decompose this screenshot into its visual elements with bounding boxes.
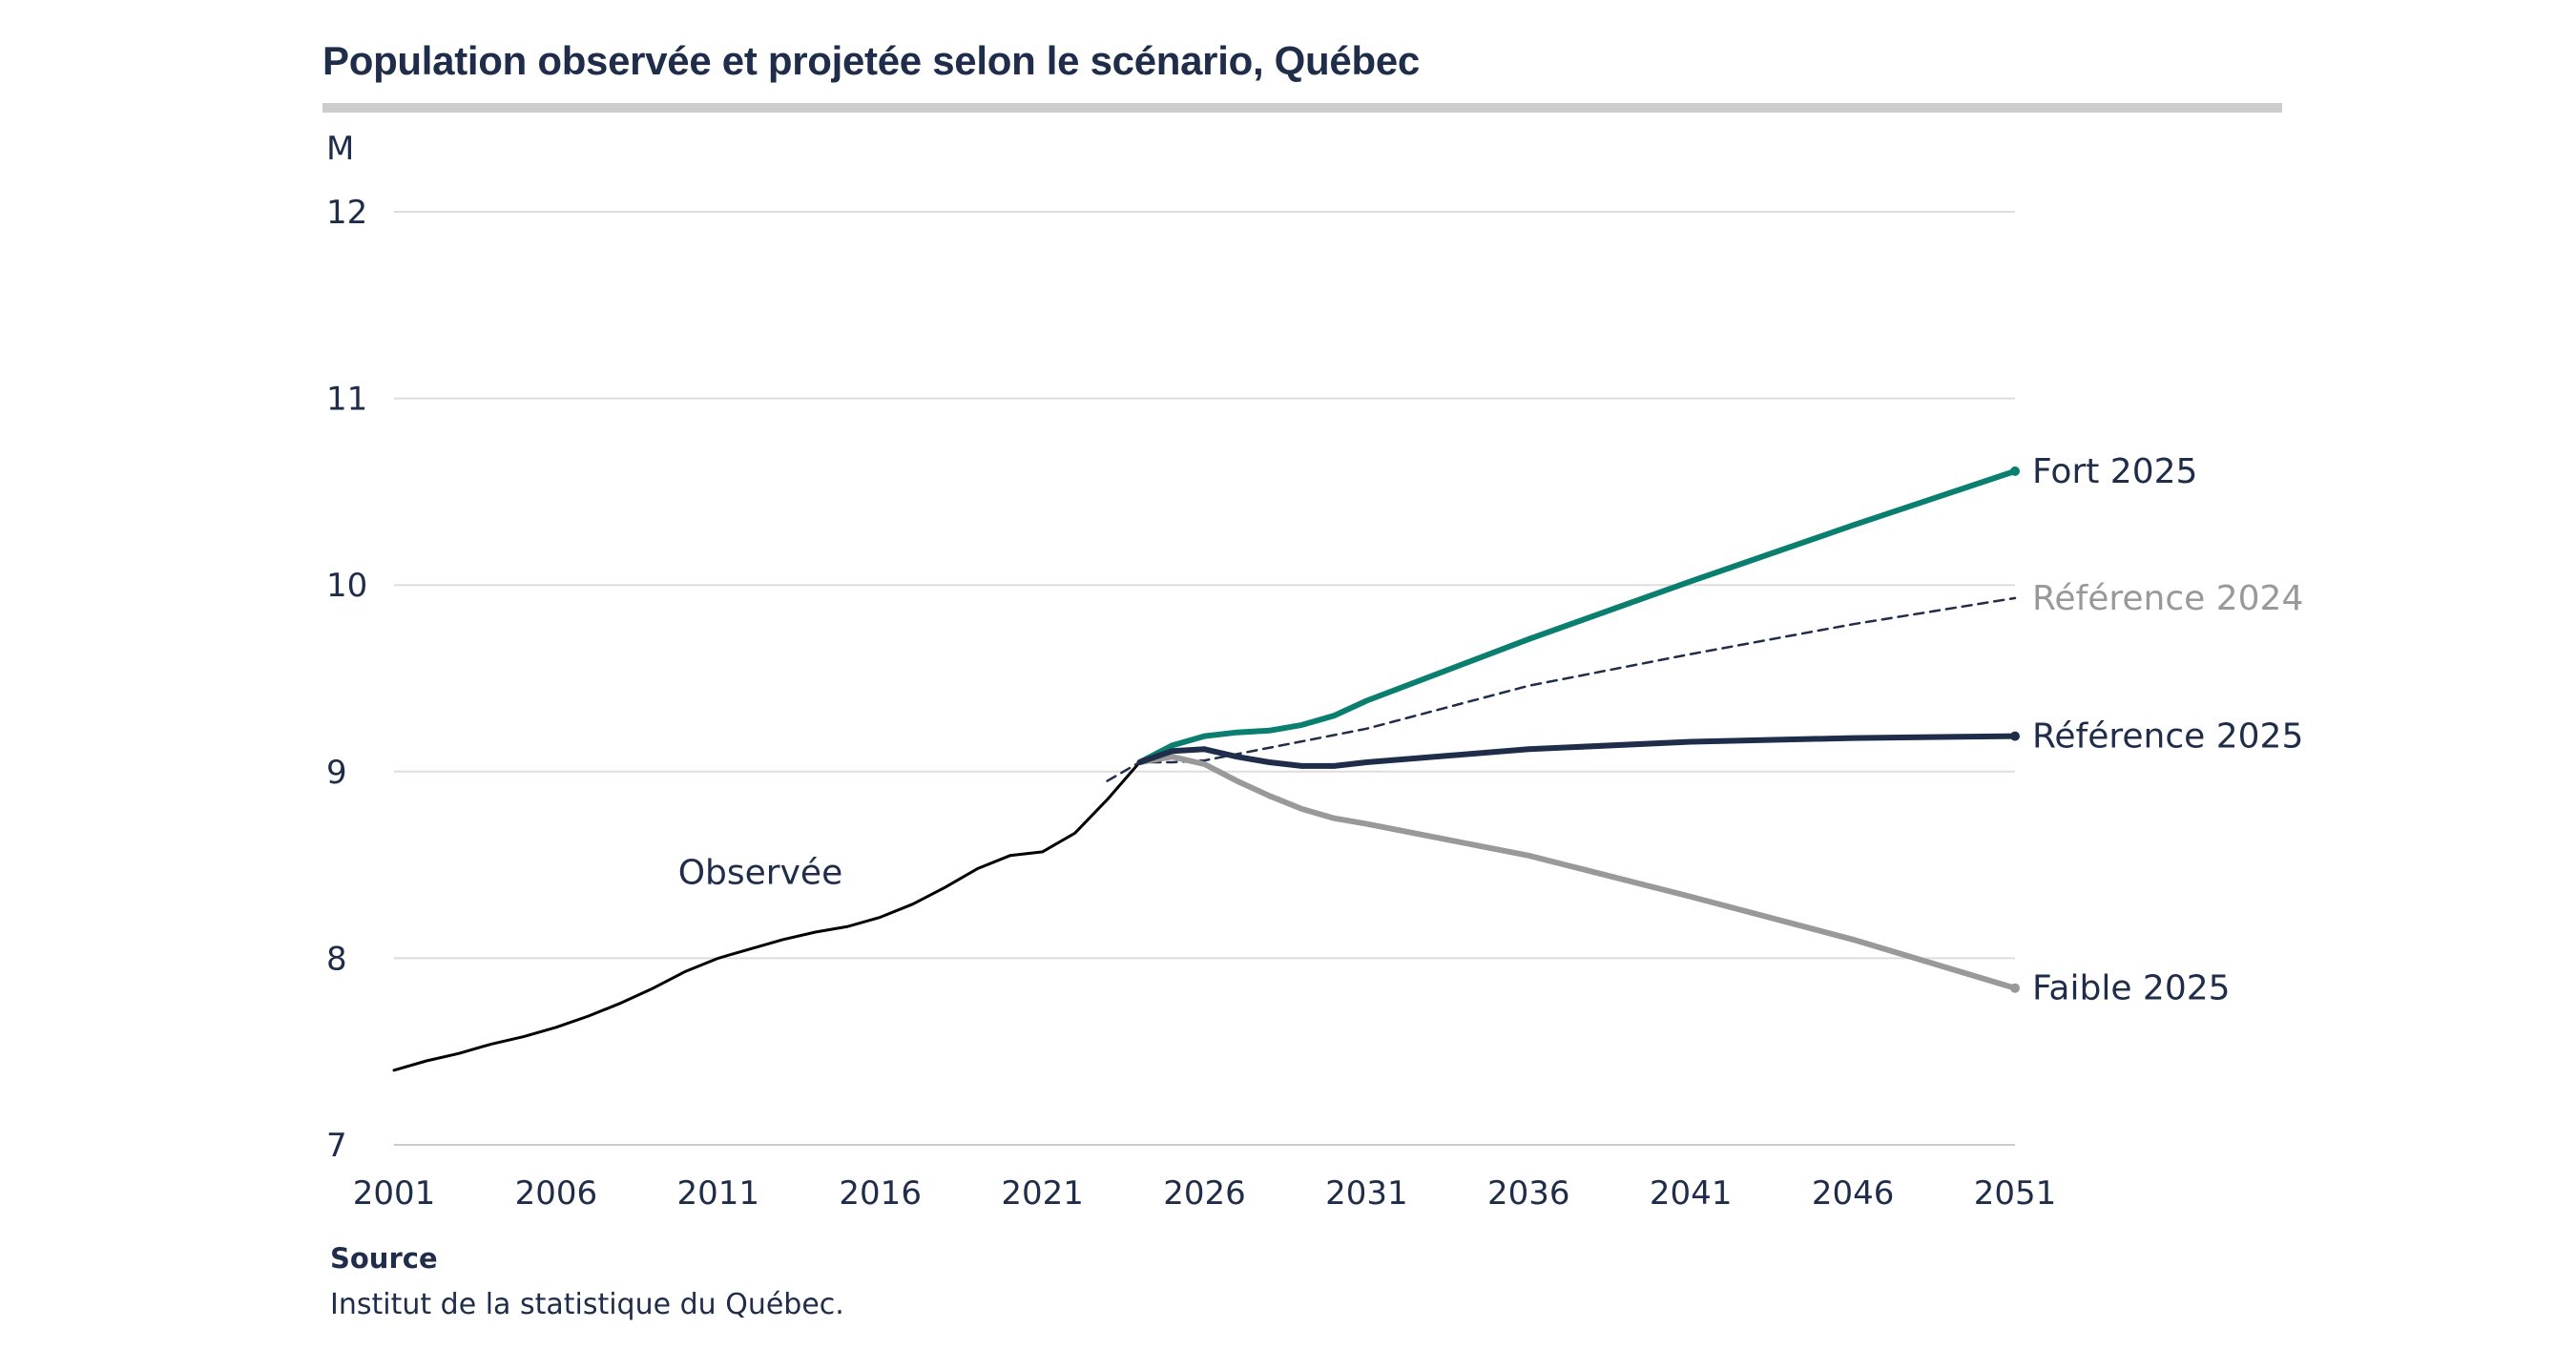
series-label-observee: Observée <box>678 853 843 892</box>
y-tick-label: 7 <box>326 1127 347 1165</box>
y-tick-label: 10 <box>326 567 367 605</box>
series-labels: Observée Fort 2025 Référence 2024 Référence… <box>678 452 2304 1008</box>
y-tick-label: 11 <box>326 381 367 419</box>
x-tick-label: 2006 <box>515 1174 598 1213</box>
x-tick-label: 2026 <box>1163 1174 1246 1213</box>
chart-title: Population observée et projetée selon le… <box>322 38 1420 83</box>
series-end-marker <box>2010 466 2020 476</box>
x-tick-label: 2001 <box>353 1174 436 1213</box>
x-tick-label: 2041 <box>1650 1174 1733 1213</box>
series-line-reference-2025 <box>1136 733 2018 769</box>
series-end-marker <box>2010 983 2020 993</box>
y-axis-unit-label: M <box>326 130 354 168</box>
series-line-observee <box>392 760 1141 1072</box>
series-line-faible-2025 <box>1136 754 2018 991</box>
x-tick-label: 2031 <box>1325 1174 1408 1213</box>
x-tick-label: 2011 <box>677 1174 760 1213</box>
series-label-fort-2025: Fort 2025 <box>2032 452 2197 491</box>
y-tick-label: 12 <box>326 194 367 232</box>
title-divider <box>322 103 2282 113</box>
series-lines <box>392 466 2020 1072</box>
y-axis: M 7 8 9 10 11 12 <box>326 130 367 1165</box>
source-text: Institut de la statistique du Québec. <box>330 1288 844 1321</box>
x-tick-label: 2046 <box>1812 1174 1895 1213</box>
series-end-marker <box>2010 731 2020 741</box>
x-tick-label: 2051 <box>1974 1174 2057 1213</box>
y-tick-label: 9 <box>326 754 347 792</box>
series-label-reference-2024: Référence 2024 <box>2032 579 2303 618</box>
series-label-reference-2025: Référence 2025 <box>2032 717 2303 757</box>
x-axis: 2001 2006 2011 2016 2021 2026 2031 2036 2041 2046… <box>353 1174 2057 1213</box>
x-tick-label: 2021 <box>1001 1174 1084 1213</box>
source-label: Source <box>330 1242 438 1275</box>
x-tick-label: 2036 <box>1487 1174 1570 1213</box>
series-label-faible-2025: Faible 2025 <box>2032 969 2231 1008</box>
gridlines <box>394 211 2015 1146</box>
series-line-fort-2025 <box>1136 467 2018 765</box>
y-tick-label: 8 <box>326 940 347 978</box>
x-tick-label: 2016 <box>839 1174 922 1213</box>
